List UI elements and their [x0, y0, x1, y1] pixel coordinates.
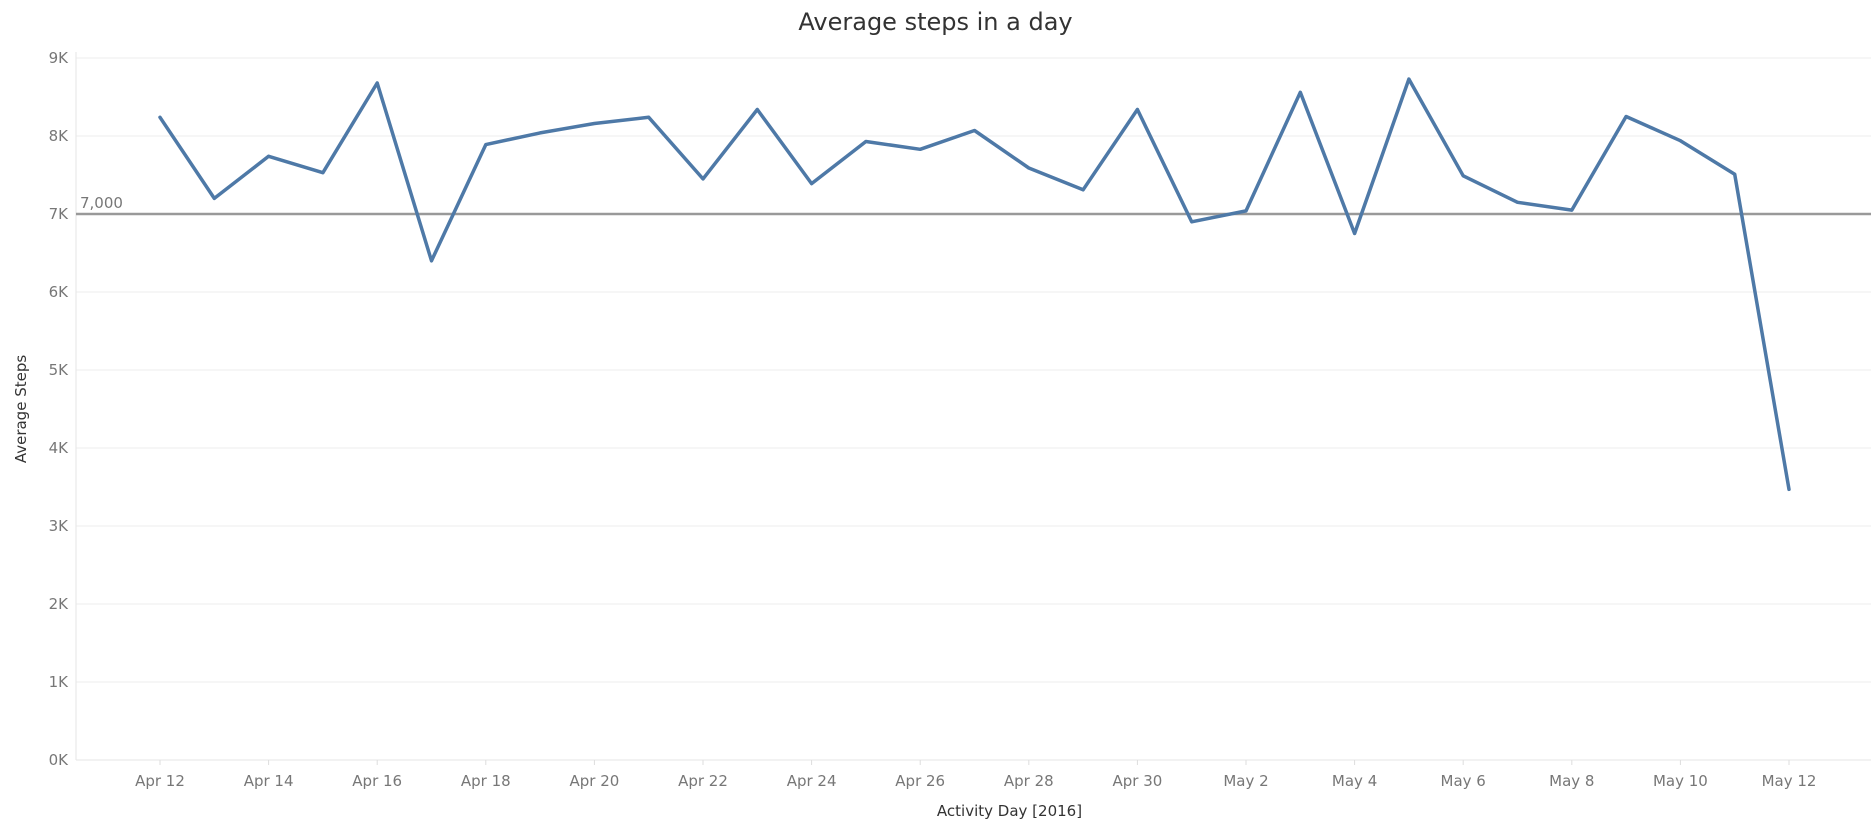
y-axis-label: Average Steps [12, 355, 30, 464]
data-point-apr-13[interactable] [212, 196, 216, 200]
data-point-apr-14[interactable] [267, 154, 271, 158]
chart-title: Average steps in a day [798, 8, 1073, 36]
y-tick-label: 4K [49, 439, 70, 457]
data-point-apr-29[interactable] [1081, 188, 1085, 192]
x-tick-label: Apr 14 [244, 772, 294, 790]
data-point-apr-22[interactable] [701, 177, 705, 181]
reference-line-group: 7,000 [76, 194, 1871, 216]
data-point-may-4[interactable] [1353, 232, 1357, 235]
x-tick-label: May 8 [1549, 772, 1594, 790]
x-tick-label: May 12 [1762, 772, 1817, 790]
data-point-apr-26[interactable] [918, 147, 922, 151]
data-point-may-1[interactable] [1190, 220, 1194, 224]
y-tick-label: 5K [49, 361, 70, 379]
data-point-apr-27[interactable] [973, 129, 976, 133]
data-point-apr-17[interactable] [430, 259, 433, 263]
y-tick-label: 9K [49, 49, 70, 67]
x-tick-label: Apr 22 [678, 772, 728, 790]
reference-line-label: 7,000 [80, 194, 123, 212]
data-point-may-7[interactable] [1516, 200, 1519, 204]
y-tick-label: 6K [49, 283, 70, 301]
y-tick-label: 0K [49, 751, 70, 769]
gridlines [76, 57, 1871, 683]
x-tick-label: Apr 30 [1112, 772, 1162, 790]
y-tick-label: 7K [49, 205, 70, 223]
data-point-apr-30[interactable] [1135, 107, 1139, 111]
data-point-apr-19[interactable] [538, 131, 542, 135]
x-tick-label: May 4 [1332, 772, 1377, 790]
x-tick-label: Apr 28 [1004, 772, 1054, 790]
x-axis-label: Activity Day [2016] [937, 802, 1082, 820]
y-tick-label: 3K [49, 517, 70, 535]
data-point-apr-15[interactable] [321, 171, 325, 175]
data-point-apr-18[interactable] [484, 143, 488, 147]
data-point-may-5[interactable] [1407, 77, 1411, 81]
data-point-apr-20[interactable] [592, 122, 596, 126]
y-tick-label: 1K [49, 673, 70, 691]
x-tick-label: Apr 24 [787, 772, 837, 790]
data-point-may-2[interactable] [1244, 209, 1248, 213]
x-tick-label: May 2 [1223, 772, 1268, 790]
data-point-may-9[interactable] [1624, 115, 1628, 118]
x-tick-label: Apr 26 [895, 772, 945, 790]
y-tick-label: 2K [49, 595, 70, 613]
x-tick-label: Apr 12 [135, 772, 185, 790]
data-point-apr-16[interactable] [375, 81, 379, 85]
x-tick-label: May 6 [1441, 772, 1486, 790]
data-point-apr-12[interactable] [158, 115, 162, 119]
data-point-apr-28[interactable] [1027, 166, 1031, 170]
data-point-apr-21[interactable] [647, 115, 651, 119]
series-line[interactable] [158, 77, 1791, 492]
y-axis-ticks: 0K 1K 2K 3K 4K 5K 6K 7K 8K 9K [49, 49, 70, 769]
series-group [158, 77, 1791, 492]
y-tick-label: 8K [49, 127, 70, 145]
data-point-may-3[interactable] [1298, 90, 1302, 94]
x-tick-label: May 10 [1653, 772, 1708, 790]
data-point-may-6[interactable] [1461, 174, 1465, 178]
x-tick-label: Apr 20 [569, 772, 619, 790]
x-tick-label: Apr 16 [352, 772, 402, 790]
data-point-may-10[interactable] [1678, 139, 1682, 143]
data-point-apr-25[interactable] [864, 139, 868, 143]
data-point-may-11[interactable] [1733, 172, 1737, 176]
x-tick-label: Apr 18 [461, 772, 511, 790]
data-point-apr-24[interactable] [810, 182, 814, 186]
x-axis-ticks: Apr 12 Apr 14 Apr 16 Apr 18 Apr 20 Apr 22 Apr … [135, 760, 1816, 790]
data-point-may-12[interactable] [1787, 487, 1791, 491]
data-point-apr-23[interactable] [755, 107, 759, 111]
data-point-may-8[interactable] [1570, 208, 1574, 212]
